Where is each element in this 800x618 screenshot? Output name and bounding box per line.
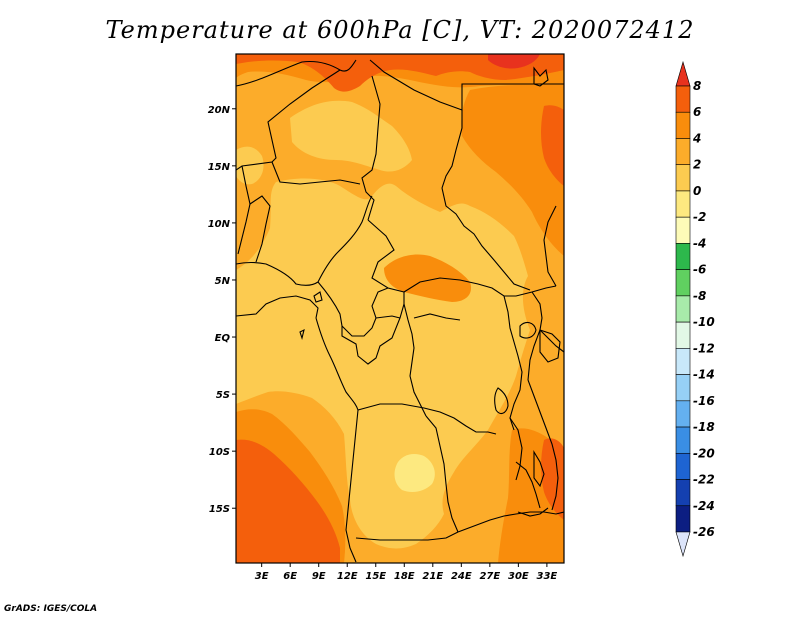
temperature-field <box>236 54 564 563</box>
colorbar-label: -22 <box>693 473 715 487</box>
lon-tick-label: 9E <box>312 571 326 582</box>
colorbar-segment <box>675 505 691 533</box>
field-6-8-north <box>236 54 564 92</box>
colorbar-segment <box>675 85 691 113</box>
colorbar-label: -24 <box>693 499 715 513</box>
colorbar-label: -18 <box>693 420 715 434</box>
colorbar-segment <box>675 164 691 192</box>
colorbar-label: -6 <box>693 263 706 277</box>
colorbar-label: -20 <box>693 446 715 460</box>
colorbar-bottom-arrow <box>675 531 691 558</box>
field-6-8-east <box>541 105 564 186</box>
colorbar-segment <box>675 216 691 244</box>
latitude-axis: 20N 15N 10N 5N EQ 5S 10S 15S <box>208 105 236 515</box>
colorbar-label: 0 <box>693 184 701 198</box>
colorbar-segment <box>675 374 691 402</box>
colorbar-label: -10 <box>693 315 715 329</box>
map-title: Temperature at 600hPa [C], VT: 202007241… <box>105 16 695 44</box>
colorbar-segment <box>675 348 691 375</box>
lat-tick-label: 15S <box>209 504 230 515</box>
field-6-8-southeast <box>541 438 564 520</box>
colorbar-segment <box>675 138 691 166</box>
lon-tick-label: 24E <box>451 571 472 582</box>
field-8-plus <box>488 54 540 69</box>
map-frame <box>235 53 565 564</box>
credit-text: GrADS: IGES/COLA <box>4 604 98 614</box>
colorbar-segment <box>675 400 691 428</box>
colorbar: 8 6 4 2 0 -2 -4 -6 -8 -10 -12 -14 -16 -18 -20 -22 -24 -26 <box>675 60 715 558</box>
country-borders <box>236 59 564 563</box>
colorbar-label: -12 <box>693 341 715 355</box>
colorbar-label: -2 <box>693 210 706 224</box>
colorbar-segment <box>675 452 691 480</box>
colorbar-label: 4 <box>692 131 701 145</box>
colorbar-segment <box>675 426 691 454</box>
lat-tick-label: EQ <box>215 333 231 344</box>
colorbar-label: 6 <box>693 105 701 119</box>
lat-tick-label: 5S <box>216 390 230 401</box>
colorbar-segment <box>675 269 691 297</box>
colorbar-top-arrow <box>675 60 691 87</box>
colorbar-segment <box>675 190 691 218</box>
lon-tick-label: 21E <box>422 571 443 582</box>
colorbar-segment <box>675 321 691 349</box>
field-4-6-east <box>461 84 564 256</box>
colorbar-label: -16 <box>693 394 715 408</box>
lon-tick-label: 15E <box>365 571 386 582</box>
field-4-6-central <box>384 254 472 302</box>
colorbar-label: -4 <box>693 236 706 250</box>
colorbar-label: -8 <box>693 289 706 303</box>
colorbar-label: -14 <box>693 368 715 382</box>
colorbar-segment <box>675 295 691 323</box>
lon-tick-label: 18E <box>394 571 415 582</box>
lon-tick-label: 30E <box>508 571 529 582</box>
lat-tick-label: 20N <box>208 105 231 116</box>
colorbar-label: 2 <box>693 158 701 172</box>
colorbar-label: 8 <box>693 79 701 93</box>
lon-tick-label: 27E <box>479 571 500 582</box>
lon-tick-label: 12E <box>337 571 358 582</box>
lat-tick-label: 10S <box>209 447 230 458</box>
longitude-axis: 3E 6E 9E 12E 15E 18E 21E 24E 27E 30E 33E <box>255 563 558 582</box>
colorbar-segment <box>675 243 691 270</box>
lon-tick-label: 3E <box>255 571 269 582</box>
lat-tick-label: 5N <box>215 276 231 287</box>
lat-tick-label: 15N <box>208 162 231 173</box>
lon-tick-label: 33E <box>537 571 558 582</box>
field-minus2-0 <box>394 454 435 492</box>
field-6-8-southwest <box>236 439 340 563</box>
colorbar-segment <box>675 479 691 507</box>
colorbar-label: -26 <box>693 525 715 539</box>
colorbar-segment <box>675 111 691 139</box>
lat-tick-label: 10N <box>208 219 231 230</box>
field-0-2-north <box>290 100 412 172</box>
lon-tick-label: 6E <box>283 571 297 582</box>
